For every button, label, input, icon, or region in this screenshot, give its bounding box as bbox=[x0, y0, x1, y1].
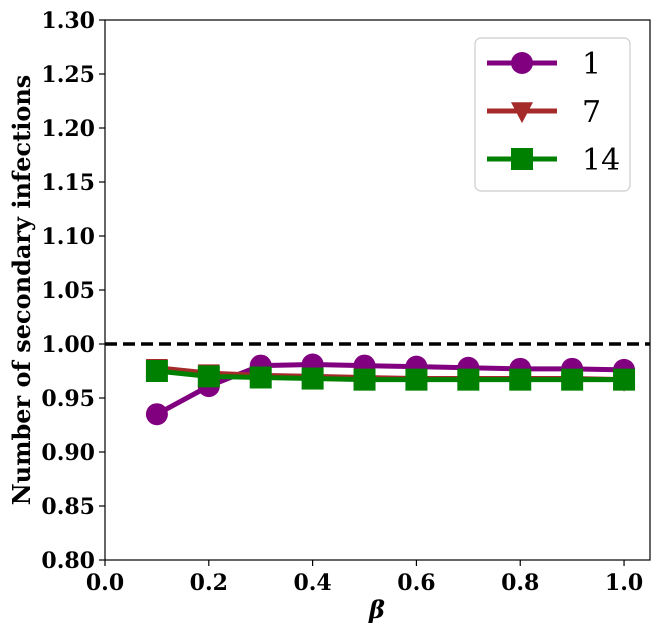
y-axis-ticks: 0.80 0.85 0.90 0.95 1.00 1.05 1.10 1.15 1.20 1.25… bbox=[41, 8, 105, 574]
x-tick-label: 0.6 bbox=[397, 570, 435, 596]
x-axis-ticks: 0.0 0.2 0.4 0.6 0.8 1.0 bbox=[86, 560, 643, 596]
data-point bbox=[197, 365, 220, 388]
legend-marker bbox=[511, 148, 533, 170]
legend-label: 14 bbox=[582, 143, 620, 178]
x-tick-label: 1.0 bbox=[605, 570, 643, 596]
x-tick-label: 0.8 bbox=[501, 570, 539, 596]
series-line bbox=[156, 368, 625, 383]
x-tick-label: 0.4 bbox=[293, 570, 331, 596]
y-tick-label: 1.05 bbox=[41, 278, 95, 304]
legend-label: 7 bbox=[582, 95, 601, 130]
y-axis-label: Number of secondary infections bbox=[7, 75, 36, 506]
data-point bbox=[509, 368, 532, 391]
data-point bbox=[613, 368, 636, 391]
data-point bbox=[561, 368, 584, 391]
y-tick-label: 1.00 bbox=[41, 332, 95, 358]
data-point bbox=[145, 360, 168, 382]
data-point bbox=[405, 368, 428, 391]
y-tick-label: 1.20 bbox=[41, 116, 95, 142]
x-axis-label: β bbox=[368, 595, 385, 624]
data-point bbox=[301, 367, 324, 390]
y-tick-label: 1.30 bbox=[41, 8, 95, 34]
y-tick-label: 0.90 bbox=[41, 440, 95, 466]
x-tick-label: 0.2 bbox=[190, 570, 228, 596]
series-14 bbox=[145, 360, 636, 391]
data-point bbox=[457, 368, 480, 391]
legend-label: 1 bbox=[582, 47, 601, 82]
y-tick-label: 1.10 bbox=[41, 224, 95, 250]
legend-marker bbox=[511, 102, 533, 124]
series-layer bbox=[145, 353, 636, 426]
y-tick-label: 1.15 bbox=[41, 170, 95, 196]
y-tick-label: 0.85 bbox=[41, 494, 95, 520]
y-tick-label: 0.95 bbox=[41, 386, 95, 412]
x-tick-label: 0.0 bbox=[86, 570, 124, 596]
data-point bbox=[353, 368, 376, 391]
data-point bbox=[145, 403, 168, 426]
legend-marker bbox=[511, 52, 533, 74]
y-tick-label: 1.25 bbox=[41, 62, 95, 88]
y-tick-label: 0.80 bbox=[41, 548, 95, 574]
data-point bbox=[249, 366, 272, 389]
